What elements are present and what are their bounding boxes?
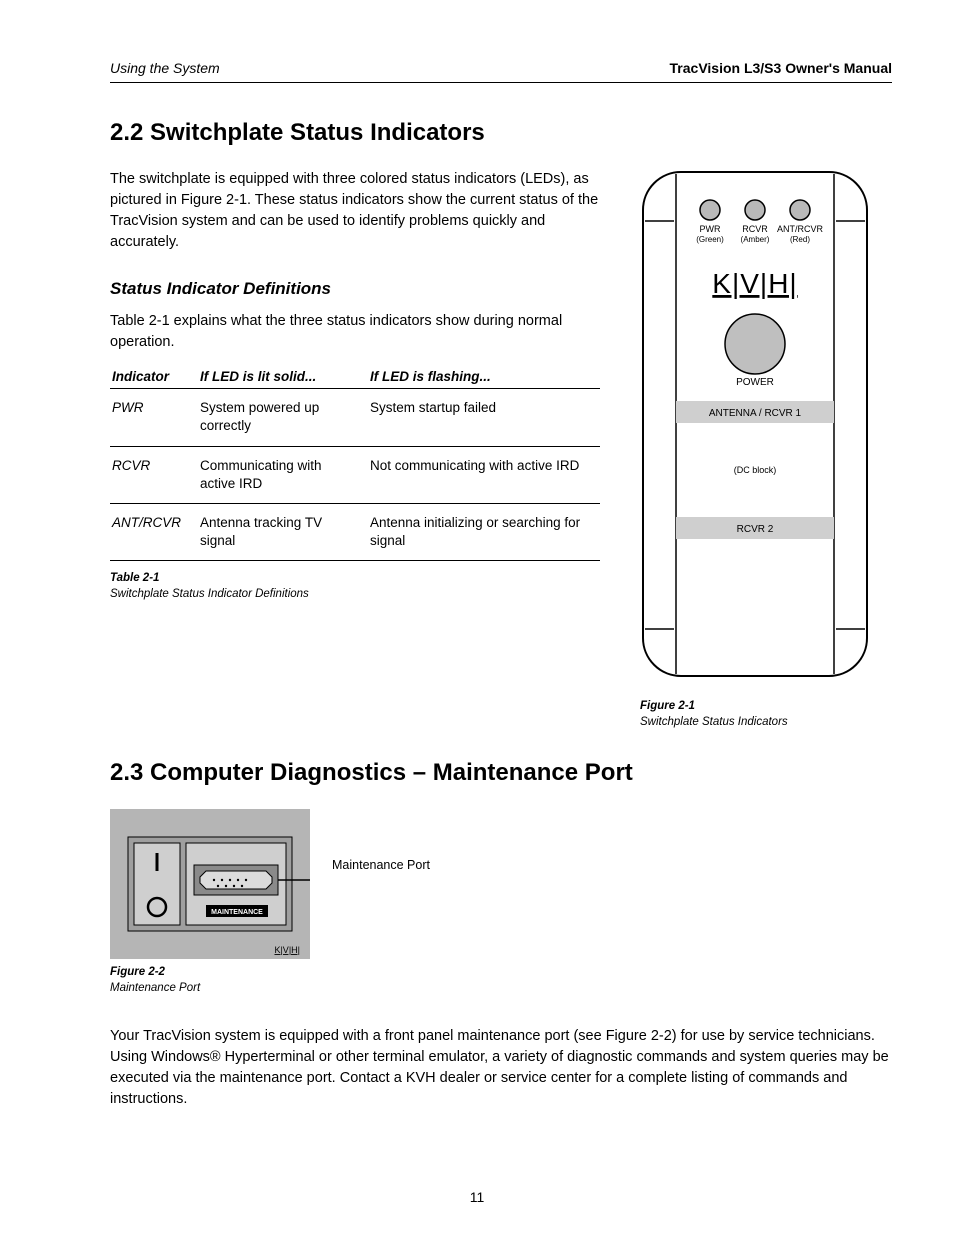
svg-text:POWER: POWER bbox=[736, 377, 774, 388]
svg-text:(Amber): (Amber) bbox=[741, 235, 770, 244]
cell-flashing: Not communicating with active IRD bbox=[368, 446, 600, 503]
svg-text:(Green): (Green) bbox=[696, 235, 724, 244]
table-row: PWR System powered up correctly System s… bbox=[110, 389, 600, 446]
svg-text:(DC block): (DC block) bbox=[734, 465, 777, 475]
svg-text:PWR: PWR bbox=[700, 224, 721, 234]
switchplate-figure: PWR (Green) RCVR (Amber) ANT/RCVR (Red) … bbox=[630, 169, 892, 679]
db9-port-icon bbox=[200, 871, 272, 889]
maintenance-figure-caption: Figure 2-2 Maintenance Port bbox=[110, 965, 310, 996]
cell-indicator: ANT/RCVR bbox=[110, 503, 198, 560]
switchplate-caption-title: Switchplate Status Indicators bbox=[640, 716, 788, 728]
header-left-title: Using the System bbox=[110, 60, 220, 76]
cell-solid: System powered up correctly bbox=[198, 389, 368, 446]
table-caption-label: Table 2-1 bbox=[110, 572, 159, 584]
cell-flashing: Antenna initializing or searching for si… bbox=[368, 503, 600, 560]
page-header: Using the System TracVision L3/S3 Owner'… bbox=[110, 60, 892, 83]
col-header-indicator: Indicator bbox=[110, 363, 198, 389]
maintenance-paragraph: Your TracVision system is equipped with … bbox=[110, 1026, 890, 1110]
intro-paragraph: The switchplate is equipped with three c… bbox=[110, 169, 600, 253]
cell-indicator: RCVR bbox=[110, 446, 198, 503]
svg-text:ANTENNA / RCVR 1: ANTENNA / RCVR 1 bbox=[709, 408, 802, 419]
cell-flashing: System startup failed bbox=[368, 389, 600, 446]
kvh-logo-small-icon: K|V|H| bbox=[274, 945, 300, 955]
table-row: ANT/RCVR Antenna tracking TV signal Ante… bbox=[110, 503, 600, 560]
table-caption-title: Switchplate Status Indicator Definitions bbox=[110, 588, 309, 600]
table-row: RCVR Communicating with active IRD Not c… bbox=[110, 446, 600, 503]
svg-text:(Red): (Red) bbox=[790, 235, 810, 244]
maintenance-figure: MAINTENANCE K|V|H| Figure 2-2 Maintenanc… bbox=[110, 809, 310, 996]
cell-solid: Antenna tracking TV signal bbox=[198, 503, 368, 560]
table-header-row: Indicator If LED is lit solid... If LED … bbox=[110, 363, 600, 389]
switchplate-caption-label: Figure 2-1 bbox=[640, 700, 695, 712]
cell-indicator: PWR bbox=[110, 389, 198, 446]
header-right-title: TracVision L3/S3 Owner's Manual bbox=[670, 60, 892, 76]
kvh-logo-icon: K|V|H| bbox=[712, 268, 797, 299]
maintenance-caption-title: Maintenance Port bbox=[110, 982, 200, 994]
power-button-icon bbox=[725, 314, 785, 374]
status-indicator-intro: Table 2-1 explains what the three status… bbox=[110, 311, 600, 353]
status-indicator-subhead: Status Indicator Definitions bbox=[110, 279, 600, 299]
table-caption: Table 2-1 Switchplate Status Indicator D… bbox=[110, 571, 600, 602]
maintenance-caption-label: Figure 2-2 bbox=[110, 966, 165, 978]
svg-text:RCVR: RCVR bbox=[742, 224, 768, 234]
switchplate-caption: Figure 2-1 Switchplate Status Indicators bbox=[640, 699, 870, 730]
svg-text:ANT/RCVR: ANT/RCVR bbox=[777, 224, 824, 234]
col-header-solid: If LED is lit solid... bbox=[198, 363, 368, 389]
section-title: 2.2 Switchplate Status Indicators bbox=[110, 119, 892, 147]
maintenance-callout-label: Maintenance Port bbox=[332, 857, 892, 873]
switchplate-svg: PWR (Green) RCVR (Amber) ANT/RCVR (Red) … bbox=[640, 169, 870, 679]
cell-solid: Communicating with active IRD bbox=[198, 446, 368, 503]
col-header-flashing: If LED is flashing... bbox=[368, 363, 600, 389]
svg-text:RCVR 2: RCVR 2 bbox=[737, 524, 774, 535]
led-rcvr-icon bbox=[745, 200, 765, 220]
svg-text:MAINTENANCE: MAINTENANCE bbox=[211, 909, 263, 916]
led-antrcvr-icon bbox=[790, 200, 810, 220]
led-pwr-icon bbox=[700, 200, 720, 220]
led-table: Indicator If LED is lit solid... If LED … bbox=[110, 363, 600, 561]
maintenance-title: 2.3 Computer Diagnostics – Maintenance P… bbox=[110, 759, 892, 787]
page-number: 11 bbox=[0, 1189, 954, 1205]
